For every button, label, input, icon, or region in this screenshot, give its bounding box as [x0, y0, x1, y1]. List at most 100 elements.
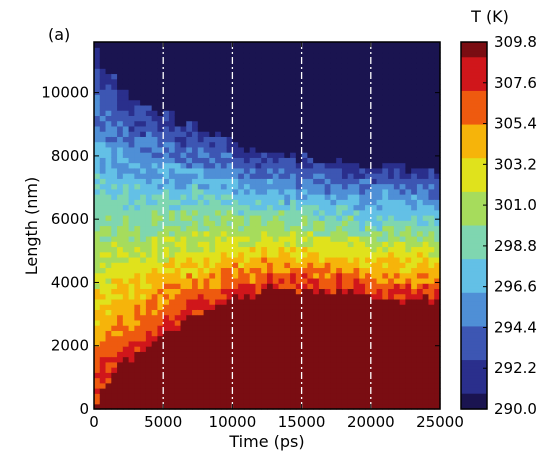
heatmap-cell — [434, 209, 441, 216]
heatmap-cell — [347, 309, 355, 316]
heatmap-cell — [359, 173, 366, 179]
heatmap-cell — [134, 314, 141, 321]
heatmap-cell — [255, 319, 262, 326]
heatmap-cell — [290, 351, 297, 358]
colorbar-segment — [461, 109, 487, 113]
heatmap-cell — [111, 246, 118, 253]
heatmap-cell — [382, 225, 389, 232]
heatmap-cell — [324, 298, 332, 305]
heatmap-cell — [428, 188, 435, 195]
heatmap-cell — [209, 377, 216, 384]
heatmap-cell — [365, 209, 372, 216]
heatmap-cell — [341, 351, 349, 358]
heatmap-cell — [261, 52, 268, 59]
heatmap-cell — [272, 235, 280, 242]
heatmap-cell — [359, 241, 366, 248]
heatmap-cell — [324, 78, 332, 85]
heatmap-cell — [376, 199, 383, 206]
heatmap-cell — [168, 367, 176, 373]
heatmap-cell — [99, 283, 107, 290]
heatmap-cell — [370, 194, 378, 200]
heatmap-cell — [140, 225, 147, 232]
colorbar-segment — [461, 243, 487, 248]
heatmap-cell — [111, 220, 118, 227]
heatmap-cell — [232, 183, 239, 190]
heatmap-cell — [428, 283, 435, 290]
heatmap-cell — [411, 78, 418, 85]
heatmap-cell — [336, 319, 343, 326]
heatmap-cell — [347, 115, 355, 122]
heatmap-cell — [267, 372, 274, 379]
heatmap-cell — [261, 141, 268, 148]
heatmap-cell — [232, 230, 239, 237]
colorbar-segment — [461, 332, 487, 337]
heatmap-cell — [365, 52, 372, 59]
heatmap-cell — [347, 215, 355, 221]
heatmap-cell — [307, 68, 314, 75]
heatmap-cell — [209, 167, 216, 174]
heatmap-cell — [163, 293, 170, 300]
heatmap-cell — [186, 283, 193, 290]
heatmap-cell — [197, 335, 205, 342]
heatmap-cell — [393, 262, 401, 269]
heatmap-cell — [330, 115, 337, 122]
heatmap-cell — [353, 42, 360, 48]
heatmap-cell — [428, 304, 435, 310]
heatmap-cell — [209, 62, 216, 69]
heatmap-cell — [341, 346, 349, 352]
heatmap-cell — [117, 99, 124, 106]
heatmap-cell — [174, 173, 182, 179]
heatmap-cell — [203, 131, 210, 137]
heatmap-cell — [353, 314, 360, 321]
colorbar-segment — [461, 259, 487, 263]
heatmap-cell — [428, 194, 435, 200]
heatmap-cell — [261, 199, 268, 206]
heatmap-cell — [272, 325, 280, 331]
heatmap-cell — [180, 256, 187, 263]
heatmap-cell — [163, 188, 170, 195]
heatmap-cell — [422, 152, 430, 158]
heatmap-cell — [232, 57, 239, 64]
heatmap-cell — [376, 367, 383, 373]
heatmap-cell — [128, 204, 135, 211]
heatmap-cell — [434, 241, 441, 248]
heatmap-cell — [313, 319, 320, 326]
heatmap-cell — [284, 131, 291, 137]
heatmap-cell — [192, 241, 199, 248]
heatmap-cell — [209, 314, 216, 321]
heatmap-cell — [284, 298, 291, 305]
heatmap-cell — [117, 372, 124, 379]
heatmap-cell — [428, 367, 435, 373]
heatmap-cell — [416, 204, 424, 211]
heatmap-cell — [122, 367, 130, 373]
heatmap-cell — [284, 351, 291, 358]
heatmap-cell — [376, 110, 383, 116]
heatmap-cell — [307, 361, 314, 368]
heatmap-cell — [370, 382, 378, 389]
heatmap-cell — [174, 42, 182, 48]
heatmap-cell — [174, 146, 182, 153]
heatmap-cell — [157, 272, 164, 279]
heatmap-cell — [313, 225, 320, 232]
heatmap-cell — [174, 288, 182, 295]
heatmap-cell — [249, 367, 257, 373]
heatmap-cell — [434, 47, 441, 54]
heatmap-cell — [192, 335, 199, 342]
heatmap-cell — [145, 194, 153, 200]
heatmap-cell — [243, 120, 251, 127]
heatmap-cell — [261, 68, 268, 75]
heatmap-cell — [192, 89, 199, 96]
heatmap-cell — [267, 136, 274, 143]
heatmap-cell — [255, 267, 262, 274]
heatmap-cell — [128, 283, 135, 290]
heatmap-cell — [359, 183, 366, 190]
heatmap-cell — [416, 173, 424, 179]
heatmap-cell — [284, 194, 291, 200]
heatmap-cell — [180, 62, 187, 69]
heatmap-cell — [157, 57, 164, 64]
heatmap-cell — [249, 89, 257, 96]
heatmap-cell — [203, 42, 210, 48]
heatmap-cell — [370, 230, 378, 237]
heatmap-cell — [232, 194, 239, 200]
heatmap-cell — [128, 99, 135, 106]
